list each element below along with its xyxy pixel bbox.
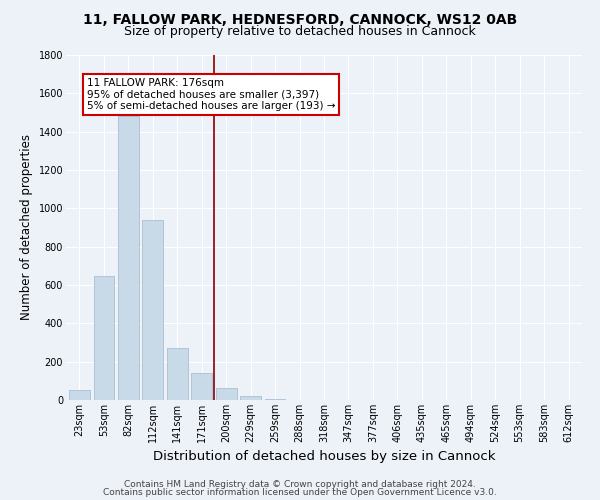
Bar [118,116,139,400]
Y-axis label: Number of detached properties: Number of detached properties [20,134,33,320]
Bar [216,388,236,400]
Bar [94,276,114,400]
Bar [167,348,188,400]
Bar [69,390,90,400]
Text: 11 FALLOW PARK: 176sqm
95% of detached houses are smaller (3,397)
5% of semi-det: 11 FALLOW PARK: 176sqm 95% of detached h… [87,78,335,111]
Bar [240,396,261,400]
X-axis label: Distribution of detached houses by size in Cannock: Distribution of detached houses by size … [153,450,495,464]
Text: Contains public sector information licensed under the Open Government Licence v3: Contains public sector information licen… [103,488,497,497]
Text: Size of property relative to detached houses in Cannock: Size of property relative to detached ho… [124,25,476,38]
Text: 11, FALLOW PARK, HEDNESFORD, CANNOCK, WS12 0AB: 11, FALLOW PARK, HEDNESFORD, CANNOCK, WS… [83,12,517,26]
Bar [191,373,212,400]
Bar [142,220,163,400]
Text: Contains HM Land Registry data © Crown copyright and database right 2024.: Contains HM Land Registry data © Crown c… [124,480,476,489]
Bar [265,399,286,400]
